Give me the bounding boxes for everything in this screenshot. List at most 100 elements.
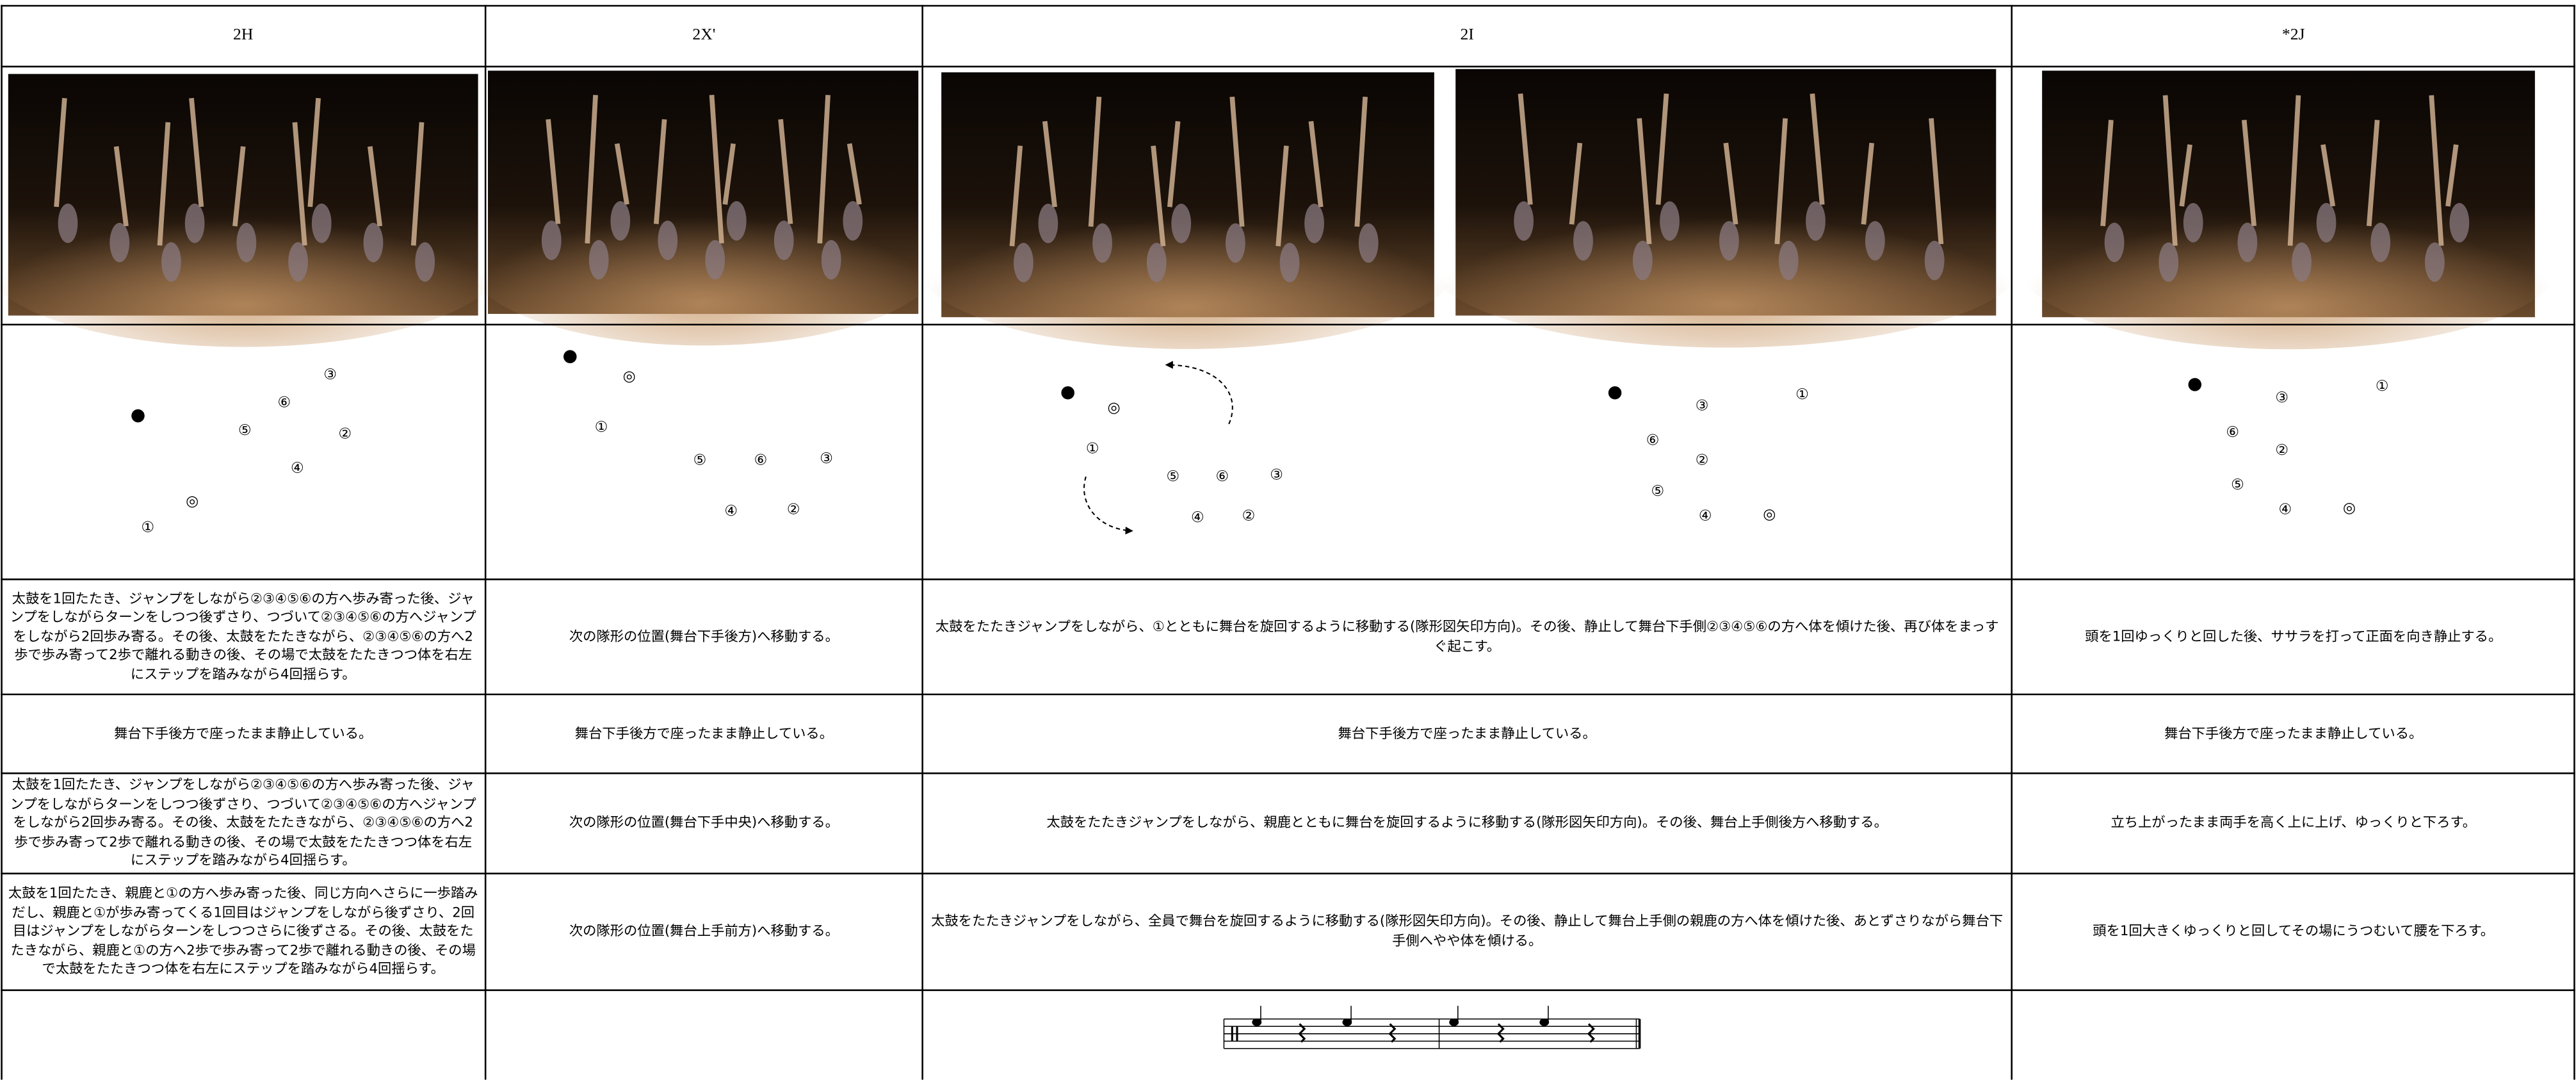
dancer-label: ① (595, 419, 608, 436)
photo-figure (288, 242, 308, 282)
photo-figure (2292, 242, 2312, 282)
header-cell: *2J (2281, 26, 2305, 45)
dancer-label: ⑥ (1646, 432, 1660, 449)
dancer-label: ① (1795, 386, 1809, 403)
dancer-label: ④ (2279, 501, 2292, 518)
photo-figure (2445, 144, 2459, 207)
photo-figure (1573, 221, 1593, 261)
formation-diagram: ◎ ① ⑤ ⑥ ③ ④ ② (563, 350, 833, 520)
photo (2017, 70, 2560, 350)
photo-figure (292, 122, 307, 246)
photo-figure (189, 97, 204, 208)
photo-figure (2237, 222, 2258, 263)
lead-dancer-dot (563, 350, 577, 364)
photo-figure (1038, 204, 1058, 243)
photo-figure (2241, 119, 2256, 227)
photo-figure (2424, 242, 2445, 282)
photo-figure (161, 242, 181, 282)
photo-figure (1924, 240, 1945, 281)
dancer-label: ② (1696, 452, 1709, 468)
text-cell: 太鼓を1回たたき、親鹿と①の方へ歩み寄った後、同じ方向へさらに一歩踏みだし、親鹿… (8, 884, 478, 978)
header-cell: 2I (1460, 26, 1474, 45)
photo-figure (113, 146, 129, 227)
photo (1429, 69, 2023, 348)
photo-figure (232, 146, 246, 227)
dancer-label: ① (1086, 440, 1099, 457)
photo-figure (2366, 119, 2380, 227)
photo-figure (705, 240, 725, 280)
dancer-label: ④ (1699, 508, 1712, 525)
photo-figure (368, 146, 383, 227)
arrow (1165, 361, 1233, 425)
photo-figure (1226, 223, 1245, 263)
photos (0, 69, 2560, 350)
text-cell: 太鼓を1回たたき、ジャンプをしながら②③④⑤⑥の方へ歩み寄った後、ジャンプをしな… (10, 589, 476, 682)
lead-dancer-dot (2188, 378, 2202, 391)
photo-figure (415, 242, 435, 282)
formation-diagram: ③ ① ⑥ ② ⑤ ④ ◎ (1608, 386, 1809, 525)
photo-figure (311, 203, 332, 243)
photo (916, 72, 1459, 349)
dancer-label: ③ (820, 450, 833, 467)
dancer-label: ③ (323, 366, 337, 383)
photo-figure (1009, 145, 1023, 247)
text-cell: 頭を1回ゆっくりと回した後、ササラを打って正面を向き静止する。 (2085, 627, 2502, 644)
photo-figure (2104, 222, 2125, 263)
music-notation (1223, 1006, 1641, 1049)
lead-dancer-dot (1608, 386, 1622, 400)
photo-figure (1151, 145, 1166, 247)
photo-figure (546, 119, 561, 224)
arrow (1083, 476, 1133, 535)
photo-figure (1806, 201, 1826, 241)
photo-light (1429, 175, 2023, 348)
text-cell: 立ち上がったまま両手を高く上に上げ、ゆっくりと下ろす。 (2110, 814, 2476, 831)
dancer-label: ④ (291, 460, 304, 477)
photo-figure (2429, 95, 2444, 246)
lead-dancer-dot (1061, 386, 1074, 400)
text-cell: 太鼓をたたきジャンプをしながら、①とともに舞台を旋回するように移動する(隊形図矢… (935, 618, 1999, 653)
dancer-label: ⑤ (1167, 468, 1180, 485)
photo-figure (722, 143, 736, 205)
dancer-label: ◎ (623, 368, 636, 385)
photo-figure (184, 203, 205, 243)
photo-light (466, 175, 940, 346)
photo-figure (1655, 93, 1669, 205)
photo-figure (1358, 223, 1379, 263)
photo-figure (614, 143, 629, 205)
photo-figure (1092, 223, 1112, 263)
photo-figure (1088, 96, 1102, 227)
text-cell: 舞台下手後方で座ったまま静止している。 (574, 724, 834, 741)
header-cell: 2H (233, 26, 254, 45)
photo-figure (1569, 142, 1583, 225)
photo-figure (1167, 120, 1181, 208)
photo-figure (1354, 96, 1368, 227)
photo-figure (1279, 243, 1300, 282)
photo-figure (709, 95, 724, 244)
photo-figure (307, 97, 321, 208)
dancer-label: ③ (1270, 466, 1283, 483)
formation-diagram: ③ ① ⑥ ② ⑤ ④ ◎ (2188, 378, 2389, 518)
photo-figure (1229, 96, 1245, 227)
dancer-label: ② (2275, 442, 2288, 459)
formation-diagram: ◎ ① ⑤ ⑥ ③ ④ ② (1061, 386, 1283, 526)
photo-figure (2183, 202, 2203, 243)
photo-figure (1518, 93, 1533, 205)
dancer-label: ⑤ (238, 422, 252, 439)
formation-diagrams: ⑥ ③ ⑤ ② ④ ◎ ① ◎ ① ⑤ ⑥ ③ ④ ② ◎ ① ⑤ ⑥ ③ ④ ② ③ ① ⑥ ② ⑤ ④ ◎ ③ ① ⑥ ② ⑤ ④ ◎ (131, 350, 2389, 536)
dancer-label: ◎ (2343, 500, 2356, 516)
formation-diagram: ⑥ ③ ⑤ ② ④ ◎ ① (131, 366, 352, 536)
photo-figure (653, 119, 667, 224)
photo-figure (1171, 204, 1192, 243)
photo-figure (1308, 120, 1324, 208)
dancer-label: ③ (1696, 398, 1709, 414)
table-borders (1, 4, 2575, 1080)
photo-figure (2159, 242, 2179, 282)
photo-figure (2287, 95, 2301, 246)
dancer-label: ① (142, 520, 155, 536)
photo-figure (1810, 93, 1825, 205)
dancer-label: ◎ (1763, 506, 1776, 523)
dancer-label: ⑥ (1216, 468, 1229, 485)
photo-figure (2162, 95, 2178, 246)
dancer-label: ② (787, 501, 800, 518)
